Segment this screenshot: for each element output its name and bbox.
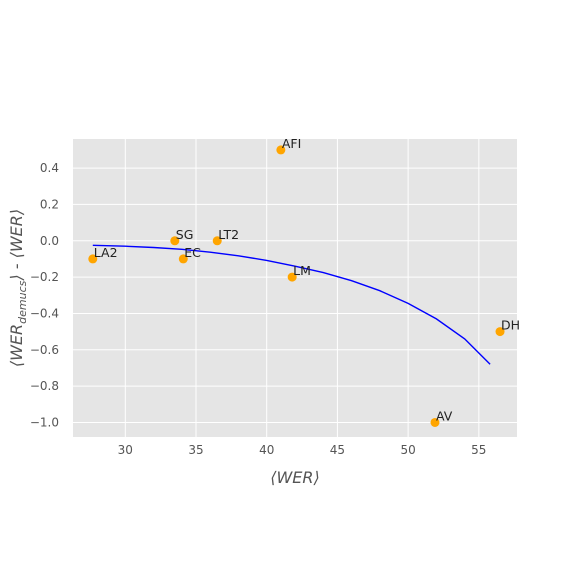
data-point — [212, 236, 222, 246]
fit-line — [92, 244, 491, 365]
point-label: SG — [176, 227, 194, 242]
y-tick-label: −1.0 — [30, 415, 59, 429]
data-point — [287, 272, 297, 282]
data-point — [88, 254, 98, 264]
point-label: DH — [501, 318, 520, 333]
y-tick-label: 0.2 — [40, 197, 59, 211]
point-label: LM — [293, 263, 311, 278]
data-point — [276, 145, 286, 155]
y-axis-label: ⟨WERdemucs⟩ - ⟨WER⟩ — [7, 209, 29, 367]
y-axis: −1.0 −0.8 −0.6 −0.4 −0.2 0.0 0.2 0.4 — [30, 161, 59, 429]
y-axis-label-close: ⟩ - ⟨WER⟩ — [7, 209, 26, 282]
data-points — [88, 145, 505, 427]
point-labels: AFI SG LT2 LA2 EC LM DH AV — [94, 136, 520, 424]
x-tick-label: 50 — [400, 443, 415, 457]
y-axis-label-open: ⟨WER — [7, 324, 26, 367]
y-tick-label: −0.6 — [30, 343, 59, 357]
x-tick-label: 45 — [330, 443, 345, 457]
y-tick-label: −0.4 — [30, 306, 59, 320]
data-point — [430, 417, 440, 427]
data-point — [170, 236, 180, 246]
plot-background — [73, 139, 517, 437]
grid — [73, 139, 517, 437]
y-axis-label-sub: demucs — [16, 280, 29, 323]
point-label: LA2 — [94, 245, 118, 260]
point-label: AFI — [282, 136, 301, 151]
x-axis: 30 35 40 45 50 55 — [118, 443, 487, 457]
point-label: AV — [436, 408, 453, 423]
x-axis-label: ⟨WER⟩ — [270, 468, 320, 487]
data-point — [178, 254, 188, 264]
y-tick-label: −0.8 — [30, 379, 59, 393]
x-tick-label: 40 — [259, 443, 274, 457]
point-label: LT2 — [218, 227, 239, 242]
y-tick-label: 0.0 — [40, 234, 59, 248]
data-point — [495, 327, 505, 337]
x-tick-label: 30 — [118, 443, 133, 457]
point-label: EC — [184, 245, 201, 260]
y-tick-label: 0.4 — [40, 161, 59, 175]
y-tick-label: −0.2 — [30, 270, 59, 284]
x-tick-label: 35 — [188, 443, 203, 457]
x-tick-label: 55 — [471, 443, 486, 457]
